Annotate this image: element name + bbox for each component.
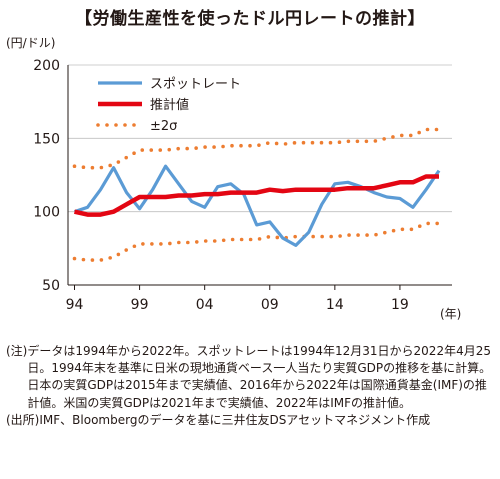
upper-band-line bbox=[72, 127, 441, 170]
x-tick-label: 14 bbox=[326, 297, 344, 313]
x-tick-label: 19 bbox=[391, 297, 409, 313]
source-body: IMF、Bloombergのデータを基に三井住友DSアセットマネジメント作成 bbox=[39, 412, 431, 427]
note-row: (注) データは1994年から2022年。スポットレートは1994年12月31日… bbox=[6, 343, 496, 412]
chart-title: 【労働生産性を使ったドル円レートの推計】 bbox=[75, 9, 425, 29]
legend-label: 推計値 bbox=[150, 97, 189, 113]
source-row: (出所) IMF、Bloombergのデータを基に三井住友DSアセットマネジメン… bbox=[6, 412, 496, 429]
x-tick-label: 99 bbox=[131, 297, 149, 313]
x-axis-unit: (年) bbox=[440, 307, 462, 321]
lower-band-line bbox=[72, 221, 441, 262]
x-tick-label: 09 bbox=[261, 297, 279, 313]
y-tick-label: 100 bbox=[33, 205, 60, 221]
spot-rate-series-line bbox=[73, 164, 441, 247]
legend-label: ±2σ bbox=[150, 119, 177, 134]
y-tick-label: 50 bbox=[42, 278, 60, 294]
source-head: (出所) bbox=[6, 412, 40, 427]
notes-section: (注) データは1994年から2022年。スポットレートは1994年12月31日… bbox=[6, 343, 496, 429]
y-tick-label: 150 bbox=[33, 131, 60, 147]
legend-label: スポットレート bbox=[150, 77, 241, 92]
y-axis-unit: (円/ドル) bbox=[6, 36, 56, 50]
x-tick-label: 04 bbox=[196, 297, 214, 313]
x-tick-label: 94 bbox=[66, 297, 84, 313]
note-head: (注) bbox=[6, 344, 28, 358]
estimate-series-line bbox=[74, 174, 439, 217]
y-tick-label: 200 bbox=[33, 58, 60, 74]
note-body: データは1994年から2022年。スポットレートは1994年12月31日から20… bbox=[27, 344, 492, 410]
